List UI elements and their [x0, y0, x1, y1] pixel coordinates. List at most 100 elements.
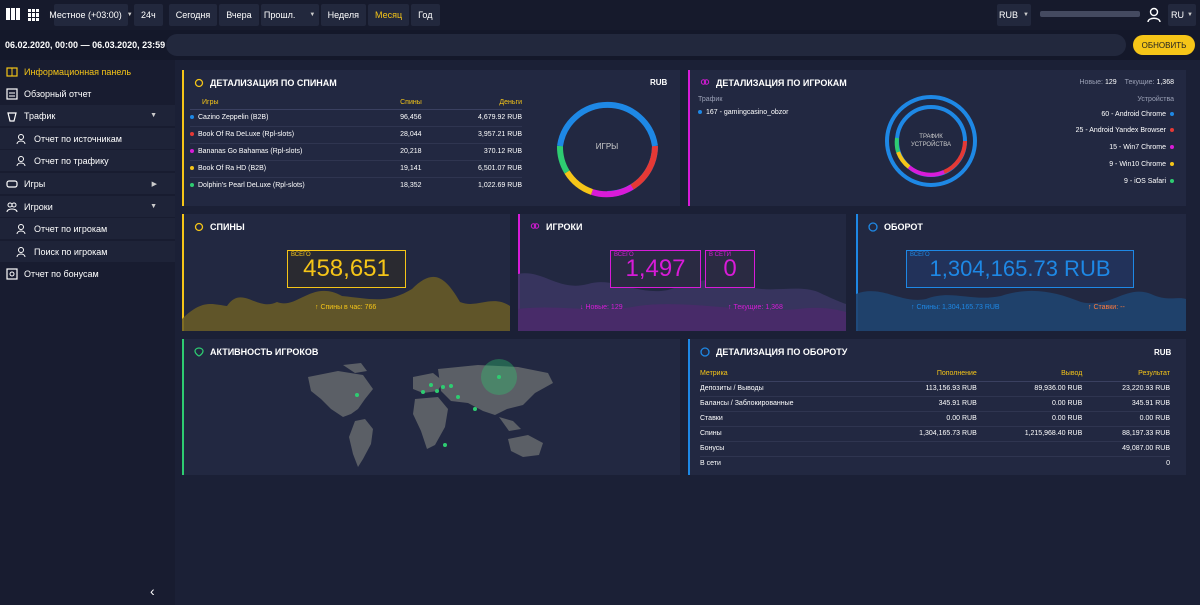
device-label: 60 - Android Chrome	[1101, 111, 1166, 118]
dollar-icon	[700, 347, 710, 357]
device-item[interactable]: 9 - Win10 Chrome	[1109, 161, 1174, 168]
device-label: 9 - Win10 Chrome	[1109, 161, 1166, 168]
traffic-label: Трафик	[698, 96, 723, 103]
device-item[interactable]: 15 - Win7 Chrome	[1109, 144, 1174, 151]
sidebar-item-players[interactable]: Игроки ▼	[0, 196, 175, 217]
table-row[interactable]: Ставки 0.00 RUB 0.00 RUB 0.00 RUB	[700, 411, 1170, 426]
total-label: ВСЕГО	[291, 252, 311, 258]
timezone-label: Местное (+03:00)	[49, 10, 122, 20]
metric-name: Балансы / Заблокированные	[700, 400, 794, 407]
result-value: 0.00 RUB	[1139, 415, 1170, 422]
period-week-button[interactable]: Неделя	[320, 4, 367, 26]
chevron-down-icon: ▼	[1023, 12, 1029, 18]
result-value: 49,087.00 RUB	[1122, 445, 1170, 452]
user-icon[interactable]	[1147, 7, 1161, 23]
metric-name: Ставки	[700, 415, 723, 422]
world-map[interactable]	[303, 359, 563, 471]
money-value: 1,022.69 RUB	[478, 182, 522, 190]
period-24h-button[interactable]: 24ч	[134, 4, 163, 26]
column-header: Игры	[202, 98, 219, 106]
game-name: Bananas Go Bahamas (Rpl-slots)	[198, 148, 303, 155]
device-item[interactable]: 60 - Android Chrome	[1101, 111, 1174, 118]
new-players: ↓ Новые: 129	[580, 304, 623, 311]
deposit-value: 113,156.93 RUB	[925, 385, 977, 392]
spins-value: 18,352	[400, 182, 422, 190]
panel-title: ДЕТАЛИЗАЦИЯ ПО ИГРОКАМ	[716, 78, 847, 88]
devices-label: Устройства	[1137, 96, 1174, 103]
device-item[interactable]: 25 - Android Yandex Browser	[1076, 127, 1174, 134]
sidebar-item-bonus-report[interactable]: Отчет по бонусам	[0, 263, 175, 284]
table-row[interactable]: Бонусы 49,087.00 RUB	[700, 441, 1170, 456]
column-header: Деньги	[499, 98, 522, 106]
legend-dot	[190, 166, 194, 171]
players-icon	[530, 223, 540, 229]
user-report-icon	[16, 155, 28, 167]
date-range-field[interactable]	[166, 34, 1126, 56]
withdraw-value: 0.00 RUB	[1051, 415, 1083, 422]
currency-select[interactable]: RUB ▼	[997, 4, 1031, 26]
sidebar-item-players-report[interactable]: Отчет по игрокам	[0, 218, 175, 239]
table-row[interactable]: В сети 0	[700, 456, 1170, 471]
table-row[interactable]: Bananas Go Bahamas (Rpl-slots) 20,218 370.…	[190, 143, 522, 160]
sidebar-item-label: Отчет по бонусам	[24, 268, 99, 279]
sidebar-item-overview[interactable]: Обзорный отчет	[0, 83, 175, 104]
collapse-sidebar-icon[interactable]: ‹	[150, 583, 155, 599]
players-total-value: 1,497	[625, 255, 686, 282]
language-select[interactable]: RU ▼	[1168, 4, 1196, 26]
device-item[interactable]: 9 - iOS Safari	[1124, 178, 1174, 185]
donut-center-label: ИГРЫ	[595, 142, 619, 151]
deposit-value: 0.00 RUB	[946, 415, 977, 422]
table-row[interactable]: Спины 1,304,165.73 RUB 1,215,968.40 RUB 88,…	[700, 426, 1170, 441]
table-row[interactable]: Cazino Zeppelin (B2B) 96,456 4,679.92 RUB	[190, 109, 522, 126]
layout-grid-icon[interactable]	[28, 9, 40, 21]
top-bar: Местное (+03:00) ▼ 24ч Сегодня Вчера Прош…	[0, 0, 1200, 30]
refresh-button[interactable]: ОБНОВИТЬ	[1133, 35, 1195, 55]
sidebar-item-traffic-report[interactable]: Отчет по трафику	[0, 150, 175, 171]
table-row[interactable]: Балансы / Заблокированные 345.91 RUB 0.00 …	[700, 396, 1170, 411]
sidebar-item-label: Поиск по игрокам	[34, 246, 108, 257]
period-month-button[interactable]: Месяц	[368, 4, 410, 26]
table-row[interactable]: Депозиты / Выводы 113,156.93 RUB 89,936.00…	[700, 381, 1170, 396]
withdraw-value	[977, 441, 1083, 456]
sidebar-item-sources-report[interactable]: Отчет по источникам	[0, 128, 175, 149]
sidebar-item-label: Отчет по источникам	[34, 133, 122, 144]
turnover-spins: ↑ Спины: 1,304,165.73 RUB	[911, 304, 1000, 311]
spins-detail-panel: ДЕТАЛИЗАЦИЯ ПО СПИНАМ RUB Игры Спины Ден…	[182, 70, 680, 206]
panel-header: ОБОРОТ	[868, 222, 923, 232]
legend-dot	[190, 149, 194, 154]
sidebar-item-dashboard[interactable]: Информационная панель	[0, 61, 175, 82]
donut-label-traffic: ТРАФИК	[919, 134, 943, 140]
deposit-value: 1,304,165.73 RUB	[919, 430, 977, 437]
sidebar: Информационная панель Обзорный отчет Тра…	[0, 60, 175, 605]
panel-header: СПИНЫ	[194, 222, 245, 232]
turnover-area-chart	[856, 290, 1186, 331]
traffic-item[interactable]: 167 - gamingcasino_obzor	[698, 109, 789, 116]
sidebar-item-games[interactable]: Игры ▶	[0, 173, 175, 194]
metric-name: Спины	[700, 430, 722, 437]
period-yesterday-button[interactable]: Вчера	[219, 4, 259, 26]
table-row[interactable]: Dolphin's Pearl DeLuxe (Rpl-slots) 18,352…	[190, 177, 522, 194]
game-name: Dolphin's Pearl DeLuxe (Rpl-slots)	[198, 182, 305, 190]
money-value: 3,957.21 RUB	[478, 131, 522, 138]
period-today-button[interactable]: Сегодня	[168, 4, 218, 26]
user-account[interactable]	[1040, 11, 1140, 17]
game-name: Cazino Zeppelin (B2B)	[198, 114, 269, 121]
panel-header: ДЕТАЛИЗАЦИЯ ПО СПИНАМ	[194, 78, 337, 88]
spins-table: Игры Спины Деньги Cazino Zeppelin (B2B) 9…	[190, 96, 522, 194]
period-last-select[interactable]: Прошл. ▼	[260, 4, 319, 26]
report-icon	[6, 87, 18, 100]
table-row[interactable]: Book Of Ra DeLuxe (Rpl-slots) 28,044 3,957…	[190, 126, 522, 143]
sidebar-item-traffic[interactable]: Трафик ▼	[0, 105, 175, 126]
sidebar-item-label: Отчет по трафику	[34, 155, 109, 166]
timezone-select[interactable]: Местное (+03:00) ▼	[49, 4, 133, 26]
player-activity-panel: АКТИВНОСТЬ ИГРОКОВ	[182, 339, 680, 475]
sidebar-item-player-search[interactable]: Поиск по игрокам	[0, 241, 175, 262]
bucket-icon	[6, 110, 18, 122]
withdraw-value: 89,936.00 RUB	[1034, 385, 1083, 392]
layout-columns-icon[interactable]	[6, 8, 20, 22]
period-year-button[interactable]: Год	[411, 4, 440, 26]
total-label: ВСЕГО	[614, 252, 634, 258]
table-row[interactable]: Book Of Ra HD (B2B) 19,141 6,501.07 RUB	[190, 160, 522, 177]
traffic-devices-donut-chart	[885, 95, 977, 187]
deposit-value	[871, 441, 977, 456]
